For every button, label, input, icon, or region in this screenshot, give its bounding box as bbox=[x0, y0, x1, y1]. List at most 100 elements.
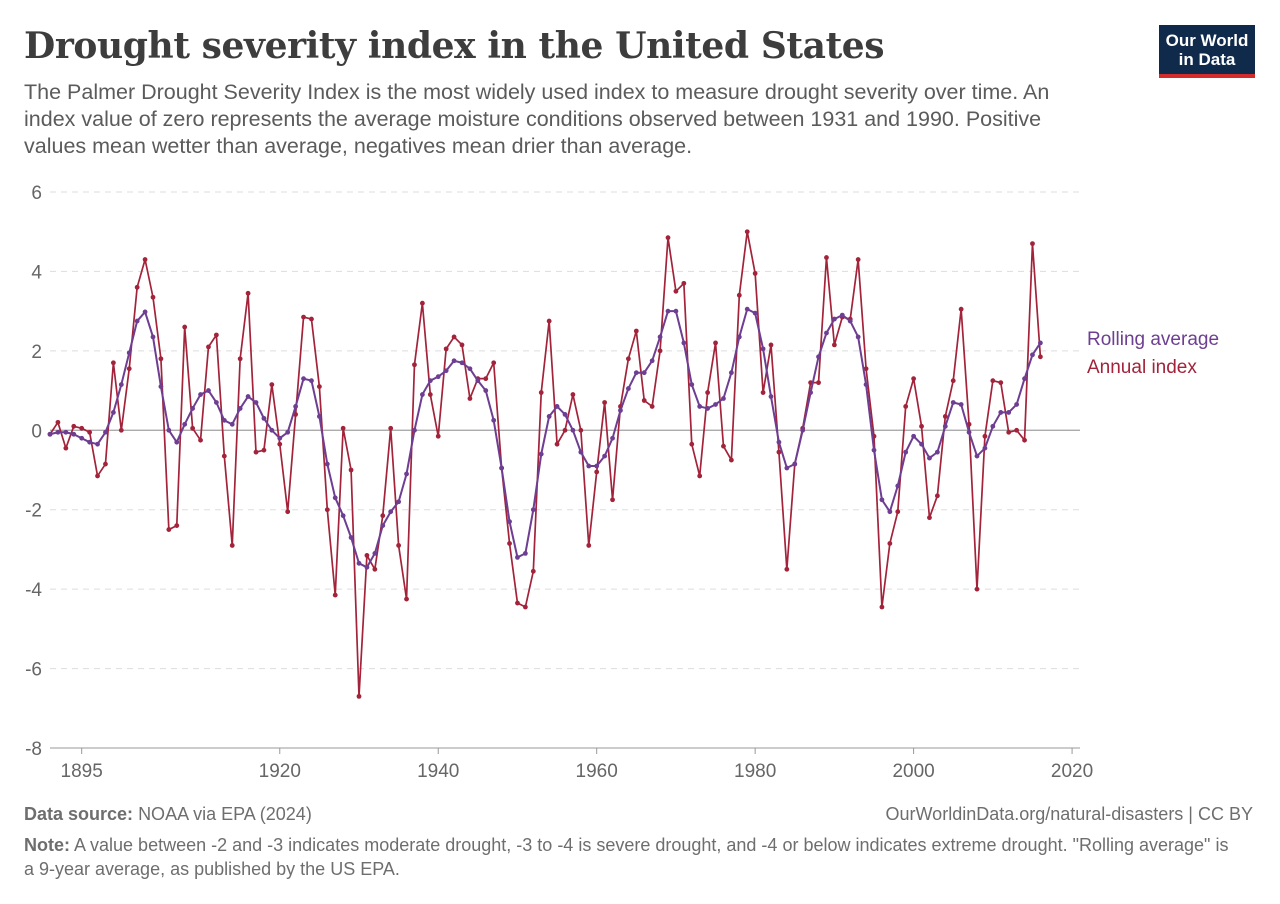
rolling-average-point bbox=[87, 439, 93, 445]
annual-index-point bbox=[118, 427, 124, 433]
annual-index-point bbox=[1022, 437, 1027, 443]
logo-line-1: Our World bbox=[1165, 31, 1249, 50]
rolling-average-point bbox=[348, 535, 354, 540]
rolling-average-point bbox=[198, 392, 203, 397]
chart-note: Note: A value between -2 and -3 indicate… bbox=[24, 833, 1234, 881]
annual-index-point bbox=[396, 543, 402, 548]
annual-index-point bbox=[697, 473, 703, 479]
annual-index-point bbox=[150, 294, 156, 300]
rolling-average-point bbox=[419, 392, 425, 397]
annual-index-point bbox=[681, 280, 687, 286]
annual-index-point bbox=[657, 348, 663, 354]
annual-index-point bbox=[990, 378, 996, 384]
rolling-average-point bbox=[356, 560, 362, 566]
annual-index-point bbox=[855, 257, 861, 262]
rolling-average-point bbox=[372, 551, 378, 556]
annual-index-point bbox=[816, 380, 821, 386]
rolling-average-point bbox=[998, 410, 1004, 415]
annual-index-point bbox=[285, 509, 291, 515]
annual-index-point bbox=[435, 433, 441, 439]
site-link[interactable]: OurWorldinData.org/natural-disasters | C… bbox=[885, 804, 1253, 824]
annual-index-point bbox=[744, 229, 750, 235]
annual-index-point bbox=[277, 441, 283, 447]
annual-index-point bbox=[63, 445, 69, 451]
x-tick-label: 2000 bbox=[892, 761, 934, 782]
rolling-average-point bbox=[800, 427, 806, 433]
y-tick-label: -6 bbox=[25, 660, 42, 681]
rolling-average-point bbox=[776, 439, 782, 445]
annual-index-point bbox=[721, 443, 726, 449]
annual-index-point bbox=[1006, 429, 1012, 435]
x-tick-label: 1980 bbox=[734, 761, 776, 782]
chart-subtitle: The Palmer Drought Severity Index is the… bbox=[24, 80, 1050, 158]
annual-index-point bbox=[340, 425, 346, 431]
legend-label-annual-index: Annual index bbox=[1087, 357, 1197, 378]
annual-index-point bbox=[673, 288, 679, 294]
rolling-average-point bbox=[554, 404, 560, 409]
annual-index-point bbox=[768, 342, 774, 348]
rolling-average-point bbox=[483, 388, 489, 393]
annual-index-point bbox=[570, 392, 576, 397]
rolling-average-point bbox=[871, 447, 877, 453]
rolling-average-point bbox=[578, 449, 584, 455]
annual-index-point bbox=[633, 328, 639, 334]
annual-index-point bbox=[301, 314, 306, 320]
rolling-average-point bbox=[697, 404, 703, 409]
annual-index-point bbox=[689, 441, 695, 447]
rolling-average-point bbox=[538, 451, 544, 457]
rolling-average-point bbox=[610, 435, 615, 441]
rolling-average-point bbox=[855, 334, 861, 340]
rolling-average-point bbox=[245, 394, 251, 399]
rolling-average-point bbox=[602, 453, 608, 459]
rolling-average-point bbox=[110, 410, 116, 415]
rolling-average-point bbox=[831, 316, 837, 322]
rolling-average-point bbox=[467, 366, 473, 372]
rolling-average-point bbox=[142, 309, 148, 315]
source-label: Data source: bbox=[24, 804, 134, 824]
y-tick-label: -8 bbox=[25, 739, 42, 760]
rolling-average-point bbox=[1022, 376, 1027, 382]
annual-index-point bbox=[237, 356, 243, 362]
annual-index-point bbox=[364, 552, 370, 558]
annual-index-point bbox=[174, 523, 180, 528]
annual-index-point bbox=[998, 380, 1004, 386]
rolling-average-point bbox=[332, 495, 338, 501]
annual-index-point bbox=[134, 284, 140, 290]
chart-title: Drought severity index in the United Sta… bbox=[24, 25, 885, 67]
rolling-average-point bbox=[475, 378, 481, 384]
annual-index-point bbox=[467, 396, 473, 401]
annual-index-point bbox=[404, 596, 409, 602]
rolling-average-point bbox=[1014, 402, 1020, 407]
rolling-average-point bbox=[887, 509, 893, 515]
rolling-average-point bbox=[443, 368, 449, 374]
rolling-average-point bbox=[388, 509, 394, 515]
rolling-average-point bbox=[71, 431, 77, 437]
rolling-average-point bbox=[792, 461, 798, 467]
annual-index-point bbox=[538, 390, 544, 395]
annual-index-point bbox=[229, 543, 235, 548]
annual-index-point bbox=[610, 497, 615, 503]
rolling-average-point bbox=[705, 406, 711, 411]
annual-index-point bbox=[269, 382, 275, 388]
rolling-average-point bbox=[760, 346, 766, 352]
y-tick-label: 6 bbox=[31, 183, 42, 204]
rolling-average-point bbox=[79, 435, 85, 441]
annual-index-point bbox=[879, 604, 885, 610]
annual-index-point bbox=[316, 384, 322, 389]
annual-index-point bbox=[1014, 427, 1020, 433]
annual-index-point bbox=[594, 469, 600, 475]
annual-index-point bbox=[166, 527, 172, 532]
annual-index-point bbox=[649, 404, 655, 409]
annual-index-point bbox=[372, 566, 378, 572]
annual-index-point bbox=[348, 467, 354, 473]
rolling-average-point bbox=[293, 404, 299, 409]
annual-index-point bbox=[55, 419, 61, 425]
note-label: Note: bbox=[24, 835, 70, 855]
x-tick-label: 1940 bbox=[417, 761, 459, 782]
annual-index-point bbox=[412, 362, 417, 368]
owid-logo[interactable]: Our World in Data bbox=[1159, 25, 1255, 78]
annual-index-point bbox=[934, 493, 940, 499]
annual-index-point bbox=[71, 423, 77, 429]
rolling-average-point bbox=[150, 334, 156, 340]
rolling-average-point bbox=[1006, 410, 1012, 415]
